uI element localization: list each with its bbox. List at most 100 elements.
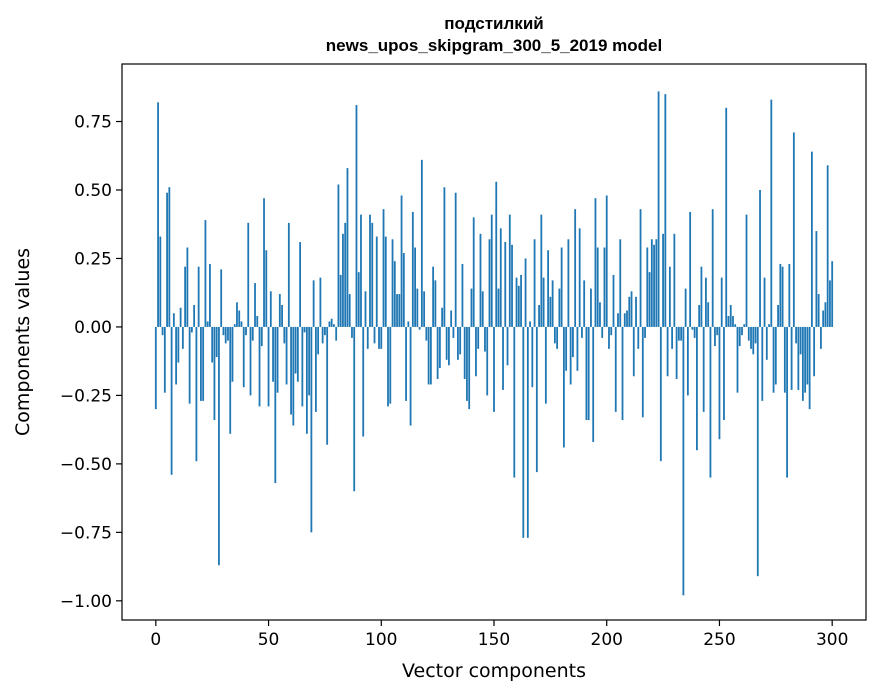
bar xyxy=(707,302,710,327)
y-tick-label: 0.75 xyxy=(74,113,112,133)
bar xyxy=(319,277,322,327)
bar xyxy=(691,326,694,330)
bar xyxy=(414,247,416,327)
bar xyxy=(650,239,653,327)
bar xyxy=(826,165,829,327)
bar xyxy=(405,326,407,401)
bar xyxy=(384,236,387,327)
x-tick-label: 300 xyxy=(816,630,848,650)
bar xyxy=(242,326,245,388)
bar xyxy=(335,326,338,341)
bar xyxy=(777,305,779,327)
x-tick-label: 200 xyxy=(591,630,623,650)
bar xyxy=(157,102,159,327)
bar xyxy=(161,326,164,336)
bar xyxy=(294,326,297,374)
bar xyxy=(705,277,707,327)
x-tick-label: 100 xyxy=(365,630,397,650)
bar xyxy=(517,285,520,327)
bar xyxy=(281,305,283,327)
bar xyxy=(529,321,531,327)
bar xyxy=(716,326,719,336)
bar xyxy=(601,326,604,338)
bar xyxy=(763,277,766,327)
bar xyxy=(540,214,543,327)
bar xyxy=(472,217,475,327)
bar xyxy=(190,326,193,333)
bar xyxy=(565,326,568,371)
bar xyxy=(686,326,689,396)
bar xyxy=(240,321,243,327)
bar xyxy=(457,326,459,360)
bar xyxy=(328,321,331,327)
bar xyxy=(612,274,615,327)
bar xyxy=(371,222,374,327)
bar xyxy=(576,326,579,371)
bar xyxy=(353,326,356,492)
bar xyxy=(382,209,385,327)
bar xyxy=(409,326,412,426)
bar xyxy=(759,189,761,327)
bar xyxy=(590,288,592,327)
bar xyxy=(159,236,162,327)
bar xyxy=(698,305,701,327)
bar xyxy=(783,326,786,393)
bar xyxy=(324,326,326,336)
bar xyxy=(741,326,743,336)
bar xyxy=(734,324,737,327)
bar xyxy=(558,288,561,327)
bar xyxy=(641,326,644,418)
bar xyxy=(585,326,588,421)
bar xyxy=(337,184,340,327)
y-tick-label: −0.25 xyxy=(60,386,112,406)
bar xyxy=(569,326,572,385)
bar xyxy=(466,326,468,401)
bar xyxy=(251,326,254,341)
bar xyxy=(506,326,509,366)
bar xyxy=(603,247,606,327)
bar xyxy=(193,305,196,327)
bar xyxy=(387,326,389,407)
x-tick-label: 0 xyxy=(150,630,161,650)
bar xyxy=(756,326,759,577)
bar xyxy=(526,326,529,538)
bar xyxy=(732,315,734,327)
bar xyxy=(587,326,590,421)
bar xyxy=(488,239,491,327)
bar xyxy=(227,326,229,341)
bar xyxy=(416,288,419,327)
bar xyxy=(202,326,205,401)
bar xyxy=(438,326,441,369)
bar xyxy=(278,294,281,327)
bar xyxy=(637,326,640,349)
bar xyxy=(495,181,498,327)
bar xyxy=(619,239,622,327)
bar xyxy=(677,326,680,341)
x-tick-label: 50 xyxy=(258,630,280,650)
bar xyxy=(578,228,581,327)
bar xyxy=(822,310,825,327)
bar xyxy=(265,250,268,327)
bar xyxy=(817,294,820,327)
bars-group xyxy=(154,91,834,596)
bar xyxy=(524,258,527,327)
bar xyxy=(556,326,559,349)
bar xyxy=(175,326,178,385)
bar xyxy=(209,263,211,327)
bar xyxy=(781,266,784,327)
bar xyxy=(269,291,272,327)
bar xyxy=(493,326,495,412)
bar xyxy=(801,326,804,401)
bar xyxy=(551,280,554,327)
bar xyxy=(592,326,595,442)
bar xyxy=(263,198,265,327)
bar xyxy=(673,233,676,327)
bar xyxy=(583,280,586,327)
bar xyxy=(824,302,827,327)
bar xyxy=(443,187,446,327)
bar xyxy=(572,326,574,358)
bar xyxy=(321,326,324,344)
bar xyxy=(829,280,831,327)
bar xyxy=(617,313,619,327)
